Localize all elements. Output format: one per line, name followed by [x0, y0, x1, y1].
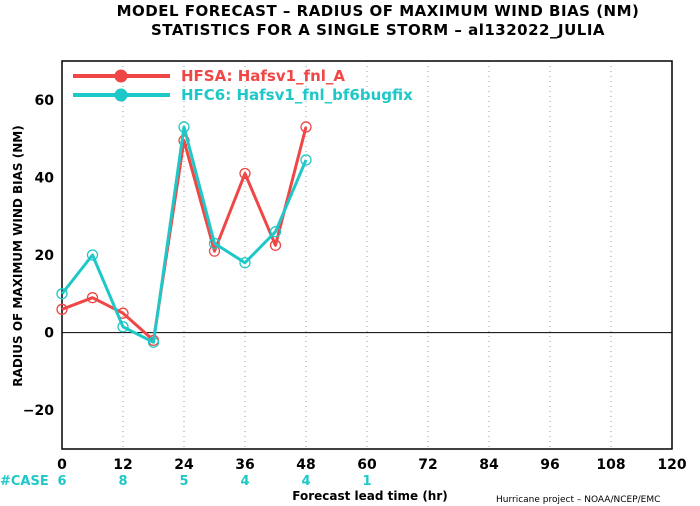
x-tick-label: 48 [296, 457, 315, 473]
legend-entry: HFSA: Hafsv1_fnl_A [181, 67, 345, 85]
credit-text: Hurricane project – NOAA/NCEP/EMC [496, 495, 660, 505]
case-count: 6 [57, 474, 66, 489]
chart-title: MODEL FORECAST – RADIUS OF MAXIMUM WIND … [117, 2, 640, 20]
x-tick-label: 0 [57, 457, 67, 473]
data-point [269, 226, 282, 238]
x-tick-label: 96 [540, 457, 559, 473]
data-point [147, 336, 160, 348]
data-point [56, 288, 68, 300]
x-tick-label: 120 [657, 457, 686, 473]
plot-frame [61, 60, 673, 450]
case-count: 5 [179, 474, 188, 489]
case-count: 8 [118, 474, 127, 489]
series-group [56, 121, 312, 348]
x-tick-labels: 0 12 24 36 48 60 72 84 96 108 120 [57, 457, 687, 473]
data-point [208, 245, 221, 257]
case-count: 4 [240, 474, 249, 489]
y-axis-label: RADIUS OF MAXIMUM WIND BIAS (NM) [11, 125, 25, 386]
y-tick-label: 20 [35, 248, 55, 264]
case-label: #CASE [0, 474, 49, 489]
case-count: 1 [362, 474, 371, 489]
y-tick-label: 0 [44, 326, 54, 342]
x-tick-label: 72 [418, 457, 437, 473]
x-axis-label: Forecast lead time (hr) [292, 489, 448, 503]
x-tick-label: 108 [596, 457, 625, 473]
data-point [86, 249, 99, 261]
y-tick-labels: −20 0 20 40 60 [23, 93, 54, 419]
chart-subtitle: STATISTICS FOR A SINGLE STORM – al132022… [151, 21, 605, 39]
x-tick-label: 84 [479, 457, 499, 473]
series-line [61, 126, 308, 342]
data-point [86, 292, 99, 304]
case-count: 4 [301, 474, 310, 489]
x-tick-label: 36 [235, 457, 254, 473]
data-point [117, 321, 129, 333]
data-point [269, 239, 282, 251]
series-2 [56, 121, 312, 348]
data-point [300, 121, 312, 133]
data-point [178, 121, 190, 133]
x-tick-label: 60 [357, 457, 377, 473]
legend-marker [114, 88, 128, 102]
case-counts: 6 8 5 4 4 1 [57, 474, 371, 489]
data-point [239, 167, 251, 180]
data-point [239, 257, 251, 269]
x-tick-label: 12 [113, 457, 132, 473]
series-line [60, 125, 308, 344]
legend-marker [114, 69, 128, 83]
x-tick-label: 24 [174, 457, 194, 473]
grid-lines [122, 61, 612, 449]
series-1 [56, 121, 312, 347]
y-tick-label: 60 [35, 93, 55, 109]
y-tick-label: 40 [35, 170, 55, 186]
legend-entry: HFC6: Hafsv1_fnl_bf6bugfix [181, 86, 413, 104]
data-point [300, 154, 312, 166]
y-tick-label: −20 [23, 403, 54, 419]
data-point [56, 303, 68, 315]
data-point [208, 237, 221, 250]
